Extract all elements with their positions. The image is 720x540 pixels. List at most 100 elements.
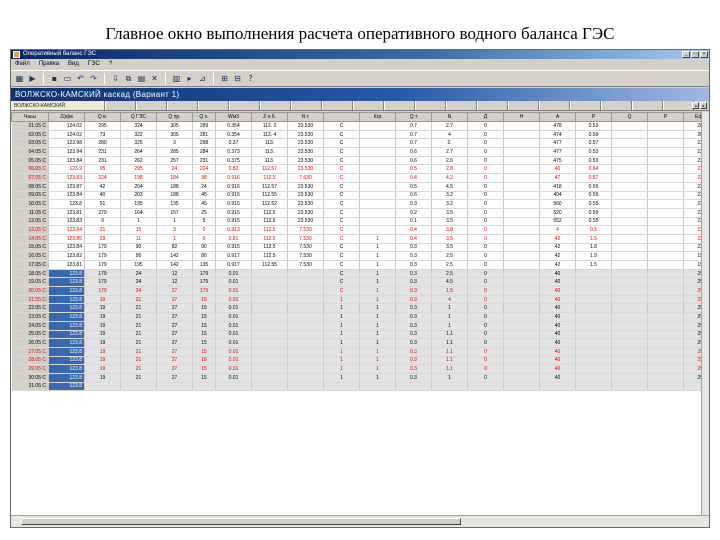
table-row[interactable]: 09.05 C 123.84 40 203 188 45 0.915 112.55 23.530…	[11, 191, 709, 201]
station-tab[interactable]: ВОЛЖСКО-КАМСКИЙ	[11, 101, 105, 110]
table-cell[interactable]: 0	[467, 130, 504, 140]
table-cell[interactable]: 0.59	[575, 130, 612, 140]
table-cell[interactable]: 552	[539, 217, 576, 227]
row-date-cell[interactable]: 06.05 C	[11, 164, 49, 175]
table-cell[interactable]: 123.8	[48, 277, 85, 288]
table-cell[interactable]: 1.5	[575, 260, 612, 270]
horizontal-scroll-thumb[interactable]	[21, 518, 461, 525]
menu-help[interactable]: ?	[108, 61, 113, 67]
table-cell[interactable]	[647, 217, 684, 227]
table-cell[interactable]: 21	[84, 225, 121, 235]
table-cell[interactable]	[251, 373, 288, 383]
table-cell[interactable]	[611, 234, 648, 244]
table-cell[interactable]: 295	[84, 121, 121, 131]
table-cell[interactable]: 24	[120, 277, 157, 288]
table-cell[interactable]	[251, 286, 288, 296]
table-cell[interactable]	[647, 191, 684, 201]
station-tab[interactable]	[477, 101, 508, 110]
table-cell[interactable]	[647, 286, 684, 296]
table-cell[interactable]: 231	[192, 156, 216, 166]
table-cell[interactable]: 112.55	[251, 191, 288, 201]
table-cell[interactable]: 19	[84, 295, 121, 305]
table-cell[interactable]: С	[323, 191, 360, 201]
table-cell[interactable]: 0	[467, 182, 504, 192]
table-cell[interactable]	[503, 234, 540, 244]
table-cell[interactable]: 19	[84, 321, 121, 331]
table-cell[interactable]	[251, 347, 288, 357]
table-cell[interactable]: 124.02	[48, 130, 85, 140]
table-cell[interactable]: 45	[192, 199, 216, 209]
table-cell[interactable]: 112.5	[251, 217, 288, 227]
table-cell[interactable]: 0.6	[395, 191, 432, 201]
table-cell[interactable]: 19	[84, 312, 121, 322]
table-cell[interactable]: 0.55	[575, 217, 612, 227]
table-cell[interactable]	[503, 147, 540, 157]
table-cell[interactable]: 15	[192, 347, 216, 357]
table-cell[interactable]	[611, 217, 648, 227]
table-cell[interactable]: 0	[467, 234, 504, 244]
table-cell[interactable]	[503, 356, 540, 366]
table-cell[interactable]: 0.1	[395, 217, 432, 227]
table-cell[interactable]: 2.7	[431, 147, 468, 157]
table-cell[interactable]: 475	[539, 156, 576, 166]
table-cell[interactable]: С	[323, 269, 360, 279]
table-cell[interactable]	[503, 191, 540, 201]
table-cell[interactable]	[251, 295, 288, 305]
table-cell[interactable]: 1.1	[431, 347, 468, 357]
table-cell[interactable]: 184	[156, 173, 193, 183]
table-cell[interactable]: 135	[156, 199, 193, 209]
minimize-button[interactable]: _	[682, 51, 690, 58]
table-cell[interactable]: 204	[120, 182, 157, 192]
table-cell[interactable]	[611, 130, 648, 140]
table-cell[interactable]: 1.5	[431, 286, 468, 296]
table-row[interactable]: 03.05 C 123.98 280 325 3 298 0.37 113. 23.530 С 0…	[11, 138, 709, 149]
column-header[interactable]: Q ГЭС	[120, 112, 157, 122]
table-cell[interactable]: 0.01	[215, 347, 252, 357]
table-cell[interactable]	[287, 277, 324, 288]
table-cell[interactable]: 40	[539, 373, 576, 383]
table-cell[interactable]: 1	[323, 347, 360, 357]
table-cell[interactable]: 1	[431, 303, 468, 314]
table-cell[interactable]: 112.5	[251, 251, 288, 261]
column-header[interactable]: Q пр.	[156, 112, 193, 122]
table-cell[interactable]: 123.8	[48, 312, 85, 322]
table-cell[interactable]: 42	[539, 251, 576, 261]
table-cell[interactable]: С	[323, 173, 360, 183]
table-cell[interactable]: С	[323, 286, 360, 296]
row-date-cell[interactable]: 30.05 C	[11, 373, 49, 383]
table-cell[interactable]	[503, 277, 540, 288]
table-cell[interactable]: 123.9	[48, 164, 85, 175]
table-cell[interactable]: 27	[156, 330, 193, 340]
table-cell[interactable]: 0.3	[395, 251, 432, 261]
column-header[interactable]: Q в.	[84, 112, 121, 122]
table-cell[interactable]: 520	[539, 208, 576, 218]
table-cell[interactable]: 12	[156, 269, 193, 279]
row-date-cell[interactable]: 08.05 C	[11, 182, 49, 192]
table-cell[interactable]: 1	[359, 277, 396, 288]
column-header[interactable]: N	[431, 112, 468, 122]
table-cell[interactable]: 325	[120, 138, 157, 149]
table-cell[interactable]: 2.	[431, 138, 468, 149]
table-cell[interactable]: 0.3	[395, 260, 432, 270]
table-cell[interactable]: 0.917	[215, 251, 252, 261]
table-cell[interactable]: 0.7	[395, 138, 432, 149]
table-cell[interactable]: 123.8	[48, 269, 85, 279]
table-cell[interactable]	[120, 382, 157, 392]
table-cell[interactable]: 24	[120, 286, 157, 296]
green-arrow-icon[interactable]: ▶	[29, 74, 36, 83]
table-cell[interactable]: 38	[192, 173, 216, 183]
table-cell[interactable]: 19	[84, 330, 121, 340]
table-cell[interactable]: 0.5	[395, 182, 432, 192]
table-cell[interactable]	[647, 312, 684, 322]
table-cell[interactable]: 477	[539, 147, 576, 157]
table-cell[interactable]: 4.5	[431, 182, 468, 192]
table-cell[interactable]	[287, 321, 324, 331]
table-cell[interactable]: 224	[192, 164, 216, 175]
table-cell[interactable]	[251, 321, 288, 331]
table-cell[interactable]	[287, 364, 324, 374]
table-cell[interactable]	[251, 303, 288, 314]
table-cell[interactable]: 23.530	[287, 156, 324, 166]
table-cell[interactable]: 40	[539, 338, 576, 348]
table-cell[interactable]: 0.01	[215, 295, 252, 305]
